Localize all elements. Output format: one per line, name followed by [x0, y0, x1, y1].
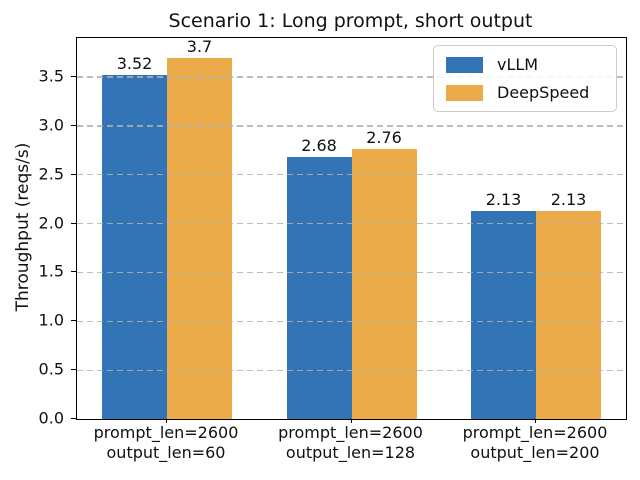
bar-value-label: 2.68 — [301, 136, 337, 156]
x-tick-mark — [535, 419, 536, 423]
chart-title: Scenario 1: Long prompt, short output — [168, 10, 533, 32]
legend-swatch-deepspeed — [446, 84, 483, 101]
gridline — [77, 320, 626, 322]
y-tick-label: 3.5 — [38, 66, 64, 86]
x-tick-label: prompt_len=2600 output_len=60 — [94, 423, 239, 463]
bar-value-label: 2.76 — [366, 128, 402, 148]
x-tick-label-line: prompt_len=2600 — [462, 423, 608, 442]
bar-value-label: 2.13 — [550, 189, 587, 209]
legend-item-vllm: vLLM — [446, 55, 604, 74]
gridline — [77, 271, 626, 274]
y-tick-mark — [71, 369, 76, 371]
bar-value-label: 3.52 — [116, 54, 153, 74]
x-tick-label-line: prompt_len=2600 — [93, 423, 239, 442]
y-tick-label: 3.0 — [38, 115, 64, 135]
y-tick-mark — [71, 173, 76, 175]
gridline — [77, 125, 626, 127]
y-tick-mark — [71, 320, 76, 322]
x-tick-label: prompt_len=2600 output_len=128 — [278, 423, 423, 463]
bar-deepspeed — [351, 149, 417, 419]
y-tick-mark — [71, 222, 76, 224]
y-tick-label: 1.5 — [38, 261, 64, 281]
bar-deepspeed — [167, 57, 232, 419]
legend-label: DeepSpeed — [497, 83, 590, 102]
x-tick-label: prompt_len=2600 output_len=200 — [463, 423, 608, 463]
y-tick-mark — [71, 418, 76, 419]
y-tick-label: 1.0 — [38, 310, 64, 330]
gridline — [77, 76, 626, 78]
x-tick-label-line: prompt_len=2600 — [278, 423, 423, 442]
y-tick-mark — [71, 76, 76, 78]
legend-label: vLLM — [497, 55, 539, 74]
y-tick-mark — [71, 271, 76, 273]
legend: vLLM DeepSpeed — [433, 45, 617, 112]
x-tick-label-line: output_len=128 — [285, 443, 416, 462]
bar-vllm — [471, 210, 536, 419]
gridline — [77, 174, 626, 176]
y-tick-label: 2.0 — [38, 213, 64, 233]
y-tick-label: 0.0 — [38, 408, 64, 428]
legend-item-deepspeed: DeepSpeed — [446, 83, 604, 102]
bar-vllm — [286, 157, 352, 419]
x-tick-label-line: output_len=60 — [106, 443, 226, 462]
y-tick-mark — [71, 124, 76, 126]
y-axis-label: Throughput (reqs/s) — [13, 142, 33, 312]
bar-value-label: 3.7 — [186, 36, 213, 56]
bar-deepspeed — [536, 210, 601, 419]
x-tick-mark — [166, 419, 167, 423]
gridline — [77, 223, 626, 225]
y-tick-label: 2.5 — [38, 164, 64, 184]
x-tick-label-line: output_len=200 — [470, 443, 600, 462]
x-tick-mark — [350, 419, 352, 423]
legend-swatch-vllm — [446, 56, 483, 73]
bar-vllm — [102, 75, 167, 419]
bar-value-label: 2.13 — [485, 189, 522, 209]
gridline — [77, 369, 626, 371]
y-tick-label: 0.5 — [38, 359, 64, 379]
